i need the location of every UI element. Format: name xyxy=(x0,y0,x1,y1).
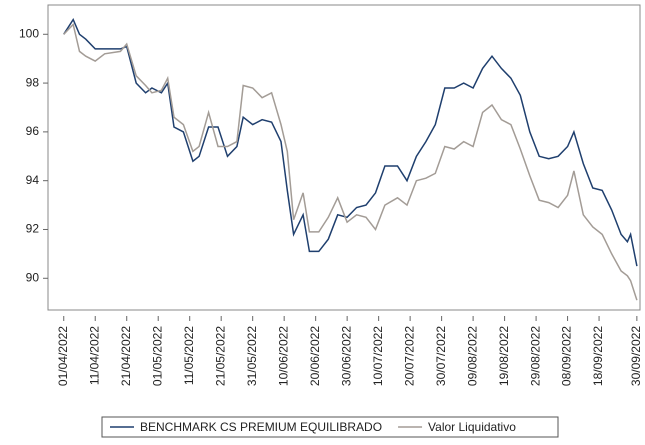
x-tick-label: 18/09/2022 xyxy=(591,326,605,386)
x-tick-label: 01/04/2022 xyxy=(56,326,70,386)
y-tick-label: 100 xyxy=(19,26,39,40)
x-tick-label: 29/08/2022 xyxy=(528,326,542,386)
y-tick-label: 94 xyxy=(26,173,40,187)
x-tick-label: 20/06/2022 xyxy=(308,326,322,386)
x-tick-label: 19/08/2022 xyxy=(497,326,511,386)
x-tick-label: 30/09/2022 xyxy=(629,326,643,386)
legend-label: BENCHMARK CS PREMIUM EQUILIBRADO xyxy=(140,420,382,434)
x-tick-label: 30/07/2022 xyxy=(434,326,448,386)
y-tick-label: 96 xyxy=(26,124,40,138)
x-tick-label: 21/05/2022 xyxy=(213,326,227,386)
x-tick-label: 08/09/2022 xyxy=(560,326,574,386)
legend-box xyxy=(101,416,559,438)
series-line xyxy=(63,18,638,267)
x-tick-label: 20/07/2022 xyxy=(402,326,416,386)
x-tick-label: 10/06/2022 xyxy=(276,326,290,386)
y-tick-label: 98 xyxy=(26,75,40,89)
y-tick-label: 90 xyxy=(26,270,40,284)
y-tick-label: 92 xyxy=(26,222,40,236)
x-tick-label: 01/05/2022 xyxy=(150,326,164,386)
x-tick-label: 21/04/2022 xyxy=(119,326,133,386)
series-line xyxy=(63,22,638,301)
x-tick-label: 11/04/2022 xyxy=(87,326,101,385)
x-tick-label: 31/05/2022 xyxy=(245,326,259,386)
x-tick-label: 11/05/2022 xyxy=(182,326,196,385)
x-tick-label: 10/07/2022 xyxy=(371,326,385,386)
legend-label: Valor Liquidativo xyxy=(428,420,516,434)
x-tick-label: 30/06/2022 xyxy=(339,326,353,386)
x-tick-label: 09/08/2022 xyxy=(465,326,479,386)
plot-frame xyxy=(47,4,641,311)
